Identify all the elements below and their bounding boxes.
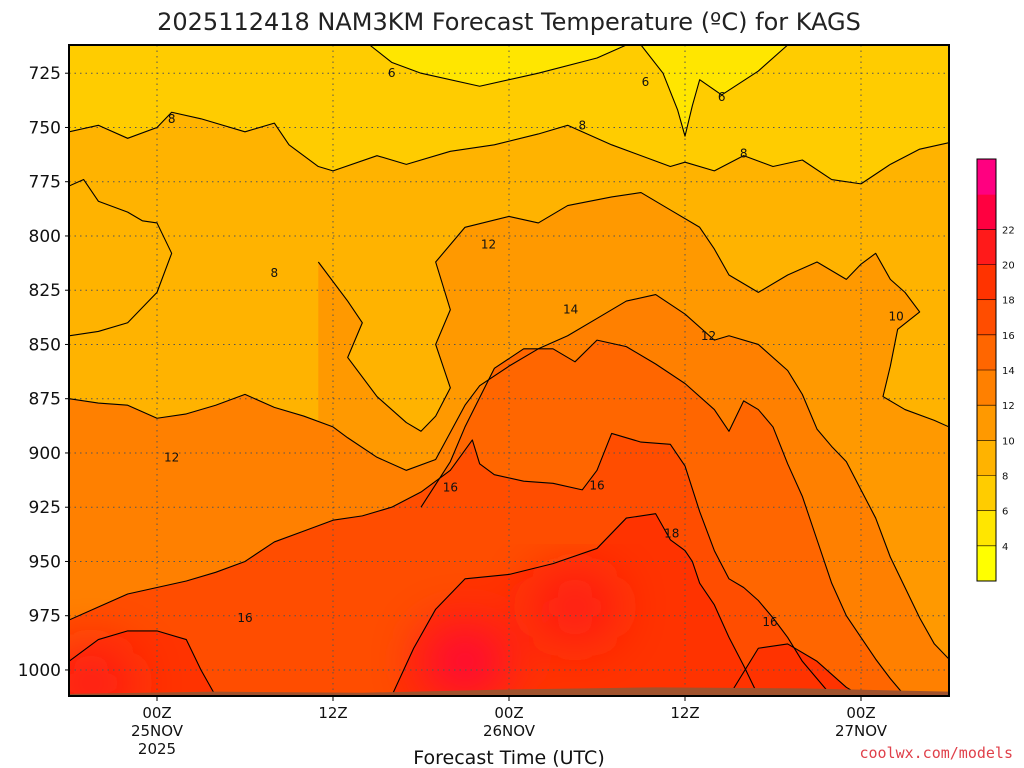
colorbar-segment: [977, 334, 996, 371]
contour-line-12: [69, 293, 949, 660]
colorbar-segment: [977, 440, 996, 476]
y-tick-label: 850: [29, 335, 61, 355]
y-tick-label: 750: [29, 118, 61, 138]
contour-label: 8: [579, 118, 587, 132]
temperature-field: [69, 45, 949, 696]
contour-line-10: [69, 178, 173, 337]
colorbar-segment: [977, 299, 996, 336]
y-tick-label: 925: [29, 498, 61, 518]
contour-line-18: [69, 630, 217, 696]
colorbar-tick-label: 14: [1002, 366, 1015, 377]
plot-area: 6 6 6 8 8 8 8 10 12 12 12 14 16 16 16 16 18: [68, 44, 950, 697]
gridlines: [69, 45, 949, 696]
colorbar-tick-label: 22: [1002, 225, 1015, 236]
field-band-4-6: [641, 45, 788, 137]
contour-line-18: [728, 643, 862, 696]
x-tick-label: 00Z: [494, 704, 523, 722]
y-tick-label: 875: [29, 390, 61, 410]
field-band-8-10-pocket: [69, 179, 172, 336]
x-tick-sublabel: 26NOV: [483, 722, 536, 740]
colorbar: 4 6 8 10 12 14 16 18 20 22: [976, 158, 1015, 582]
colorbar-segment: [977, 264, 996, 301]
y-tick-label: 800: [29, 227, 61, 247]
contour-label: 12: [164, 450, 179, 464]
colorbar-segment: [977, 545, 996, 582]
contour-label: 6: [642, 75, 650, 89]
colorbar-tick-label: 10: [1002, 436, 1015, 447]
warm-core: [69, 648, 133, 696]
colorbar-tick-label: 4: [1002, 542, 1008, 553]
colorbar-tick-label: 20: [1002, 261, 1015, 272]
x-tick-label: 00Z: [846, 704, 875, 722]
contour-label: 8: [168, 112, 176, 126]
x-tick-sublabel: 27NOV: [835, 722, 888, 740]
credit-text: coolwx.com/models: [859, 744, 1013, 762]
contour-label: 12: [481, 238, 496, 252]
x-tick-label: 12Z: [318, 704, 347, 722]
colorbar-segment: [977, 159, 996, 195]
contour-line-6: [640, 45, 789, 137]
colorbar-tick-label: 16: [1002, 331, 1015, 342]
contour-label: 14: [563, 303, 578, 317]
warm-core: [423, 627, 507, 696]
contour-line-10: [317, 192, 949, 432]
contour-line-18: [391, 513, 759, 696]
colorbar-segment: [977, 475, 996, 512]
x-tick-label: 00Z: [142, 704, 171, 722]
colorbar-tick-label: 8: [1002, 472, 1008, 483]
contour-label: 6: [388, 66, 396, 80]
y-tick-label: 825: [29, 281, 61, 301]
contour-label: 16: [589, 479, 604, 493]
colorbar-segment: [977, 229, 996, 265]
contour-line-16: [69, 432, 833, 696]
contour-labels: 6 6 6 8 8 8 8 10 12 12 12 14 16 16 16 16 18: [164, 66, 904, 629]
contour-label: 16: [237, 611, 252, 625]
contour-line-8: [69, 111, 949, 185]
y-tick-label: 975: [29, 607, 61, 627]
contour-label: 10: [889, 309, 904, 323]
contour-label: 16: [443, 481, 458, 495]
y-tick-label: 1000: [18, 661, 61, 681]
warm-core: [533, 573, 617, 642]
contour-line-6: [369, 45, 627, 87]
y-tick-label: 900: [29, 444, 61, 464]
colorbar-segment: [977, 405, 996, 441]
contour-label: 8: [271, 266, 279, 280]
warm-core-group: [69, 573, 617, 696]
ground-shape: [69, 687, 949, 696]
x-tick-sublabel: 2025: [138, 740, 176, 758]
ground-terrain: [69, 687, 949, 696]
x-axis-title: Forecast Time (UTC): [413, 747, 604, 768]
y-tick-label: 725: [29, 64, 61, 84]
contour-line-14: [420, 339, 906, 696]
x-tick-label: 12Z: [670, 704, 699, 722]
colorbar-tick-label: 18: [1002, 296, 1015, 307]
contour-label: 12: [701, 329, 716, 343]
colorbar-segment: [977, 194, 996, 230]
contour-label: 16: [762, 615, 777, 629]
contour-lines: [69, 45, 949, 696]
contour-label: 6: [718, 90, 726, 104]
chart-title: 2025112418 NAM3KM Forecast Temperature (…: [157, 8, 861, 36]
y-tick-label: 950: [29, 552, 61, 572]
y-tick-label: 775: [29, 173, 61, 193]
y-axis: 725 750 775 800 825 850 875 900 925 950 975 1000: [18, 64, 69, 681]
colorbar-segment: [977, 370, 996, 406]
contour-label: 8: [740, 147, 748, 161]
contour-label: 18: [664, 526, 679, 540]
colorbar-segment: [977, 510, 996, 547]
colorbar-tick-label: 12: [1002, 401, 1015, 412]
x-tick-sublabel: 25NOV: [131, 722, 184, 740]
colorbar-tick-label: 6: [1002, 507, 1008, 518]
